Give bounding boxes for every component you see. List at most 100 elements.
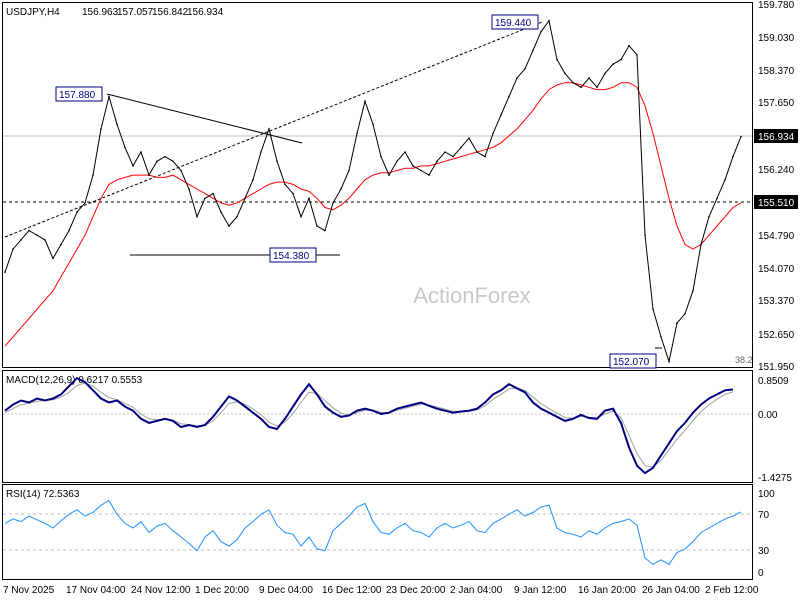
time-axis: 7 Nov 2025 17 Nov 04:00 24 Nov 12:00 1 D… <box>3 585 759 596</box>
price-point <box>596 86 598 89</box>
price-point <box>388 174 390 176</box>
price-point <box>140 151 142 153</box>
price-point <box>116 123 118 126</box>
rsi-tick: 30 <box>758 546 770 557</box>
price-point <box>684 313 686 315</box>
price-point <box>84 202 86 204</box>
ohlc-high: 157.057 <box>117 7 154 18</box>
price-point <box>196 215 198 218</box>
price-point <box>444 151 446 153</box>
rsi-tick: 70 <box>758 510 770 521</box>
price-point <box>292 192 294 195</box>
price-point <box>700 243 702 246</box>
price-point <box>252 179 254 181</box>
price-point <box>68 229 70 232</box>
price-tick: 154.070 <box>758 264 795 275</box>
price-point <box>356 132 358 135</box>
price-point <box>492 132 494 135</box>
price-point <box>508 95 510 98</box>
price-tick: 151.950 <box>758 362 795 373</box>
annotation-label: 157.880 <box>59 90 96 101</box>
time-tick: 9 Dec 04:00 <box>259 585 313 596</box>
price-point <box>372 123 374 126</box>
price-axis: 159.780 159.030 158.370 157.650 156.240 … <box>758 0 795 373</box>
price-point <box>92 174 94 176</box>
annotation-label: 152.070 <box>613 357 650 368</box>
ohlc-open: 156.963 <box>82 7 119 18</box>
ohlc-close: 156.934 <box>187 7 224 18</box>
annotation-157880: 157.880 <box>55 86 103 102</box>
price-point <box>132 165 134 167</box>
price-tick: 158.370 <box>758 66 795 77</box>
price-point <box>556 58 558 61</box>
price-point <box>620 58 622 61</box>
price-point <box>660 336 662 338</box>
time-tick: 2 Feb 12:00 <box>705 585 759 596</box>
fib-label: 38.2 <box>735 355 753 365</box>
annotation-label: 159.440 <box>495 18 532 29</box>
annotation-box <box>609 353 657 369</box>
rsi-tick: 0 <box>758 568 764 579</box>
price-point <box>452 155 454 158</box>
price-point <box>468 137 470 139</box>
price-point <box>580 86 582 89</box>
price-point <box>500 114 502 116</box>
time-tick: 26 Jan 04:00 <box>642 585 700 596</box>
time-tick: 23 Dec 20:00 <box>386 585 446 596</box>
price-point <box>652 308 654 311</box>
price-point <box>100 128 102 130</box>
time-tick: 2 Jan 04:00 <box>450 585 503 596</box>
rsi-line <box>4 499 742 566</box>
price-point <box>4 271 6 274</box>
price-tick: 156.240 <box>758 165 795 176</box>
time-tick: 1 Dec 20:00 <box>195 585 249 596</box>
price-point <box>348 169 350 172</box>
price-point <box>204 197 206 200</box>
price-point <box>420 169 422 172</box>
price-point <box>156 160 158 163</box>
price-point <box>484 155 486 158</box>
price-tick: 152.650 <box>758 330 795 341</box>
ma-series <box>4 82 742 347</box>
price-point <box>44 239 46 241</box>
macd-line <box>4 376 734 475</box>
price-point <box>708 215 710 218</box>
watermark: ActionForex <box>413 283 530 308</box>
time-tick: 24 Nov 12:00 <box>131 585 191 596</box>
price-point <box>404 151 406 153</box>
price-point <box>676 322 678 324</box>
price-point <box>36 234 38 236</box>
time-tick: 16 Dec 12:00 <box>322 585 382 596</box>
price-point <box>716 197 718 200</box>
price-tick: 159.780 <box>758 0 795 11</box>
price-point <box>636 54 638 56</box>
annotation-label: 154.380 <box>273 251 310 262</box>
price-point <box>172 160 174 163</box>
price-point <box>436 160 438 163</box>
support-price-label: 155.510 <box>758 198 795 209</box>
price-point <box>692 289 694 292</box>
price-point <box>628 44 630 47</box>
price-point <box>76 211 78 213</box>
price-point <box>532 49 534 52</box>
macd-panel-frame <box>2 370 753 483</box>
price-point <box>124 146 126 149</box>
price-point <box>276 160 278 163</box>
price-tick: 153.370 <box>758 296 795 307</box>
time-tick: 7 Nov 2025 <box>3 585 55 596</box>
price-point <box>236 215 238 218</box>
ma-line <box>4 82 742 347</box>
price-point <box>316 225 318 227</box>
rsi-tick: 100 <box>758 489 775 500</box>
price-point <box>540 31 542 33</box>
rsi-panel-frame <box>2 484 753 580</box>
time-tick: 9 Jan 12:00 <box>514 585 567 596</box>
chart-symbol: USDJPY,H4 <box>6 7 60 18</box>
price-point <box>220 211 222 213</box>
price-point <box>460 146 462 149</box>
price-point <box>548 19 550 22</box>
price-point <box>668 360 670 363</box>
price-point <box>164 155 166 158</box>
